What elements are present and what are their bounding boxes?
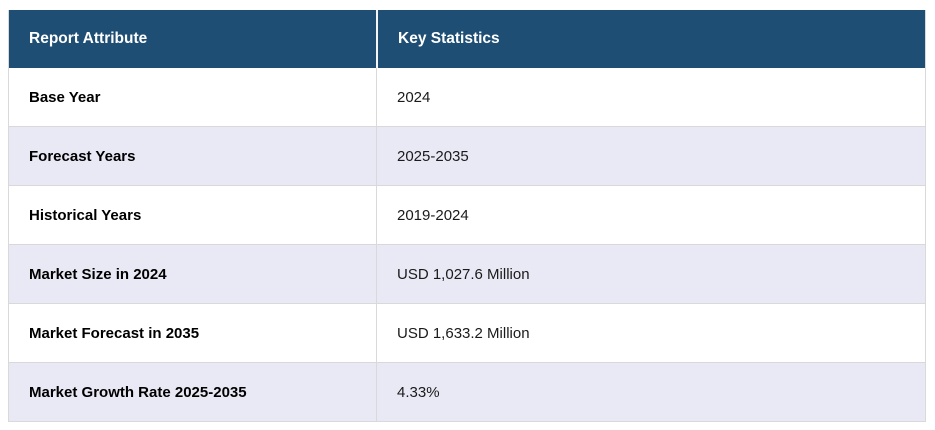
attribute-cell: Market Size in 2024: [29, 265, 167, 283]
value-cell: 2019-2024: [376, 186, 925, 244]
report-attributes-table: Report Attribute Key Statistics Base Yea…: [8, 10, 926, 422]
value-cell: 2025-2035: [376, 127, 925, 185]
value-cell: USD 1,633.2 Million: [376, 304, 925, 362]
table-row: Forecast Years 2025-2035: [9, 127, 925, 186]
value-cell: 2024: [376, 68, 925, 126]
attribute-cell: Market Growth Rate 2025-2035: [29, 383, 247, 401]
value-cell: 4.33%: [376, 363, 925, 421]
value-cell: USD 1,027.6 Million: [376, 245, 925, 303]
header-cell-report-attribute: Report Attribute: [29, 30, 148, 47]
table-row: Market Size in 2024 USD 1,027.6 Million: [9, 245, 925, 304]
table-row: Historical Years 2019-2024: [9, 186, 925, 245]
attribute-cell: Historical Years: [29, 206, 142, 224]
attribute-cell: Forecast Years: [29, 147, 136, 165]
table-row: Base Year 2024: [9, 68, 925, 127]
header-cell-key-statistics: Key Statistics: [376, 10, 925, 68]
attribute-cell: Market Forecast in 2035: [29, 324, 200, 342]
attribute-cell: Base Year: [29, 88, 101, 106]
table-row: Market Forecast in 2035 USD 1,633.2 Mill…: [9, 304, 925, 363]
table-row: Market Growth Rate 2025-2035 4.33%: [9, 363, 925, 422]
table-header-row: Report Attribute Key Statistics: [9, 10, 925, 68]
